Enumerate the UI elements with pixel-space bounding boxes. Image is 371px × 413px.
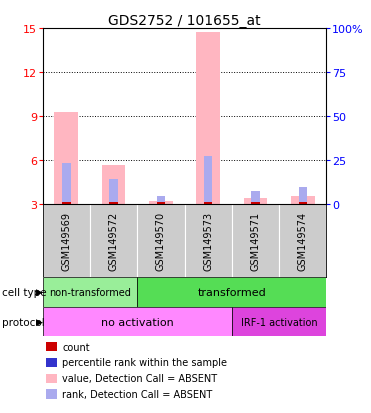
Text: non-transformed: non-transformed [49,287,131,297]
Text: GSM149570: GSM149570 [156,211,166,271]
Text: protocol: protocol [2,317,45,327]
Text: GSM149571: GSM149571 [250,211,260,271]
Bar [109,203,118,205]
Text: GSM149574: GSM149574 [298,211,308,271]
Text: count: count [62,342,90,352]
Bar [109,180,118,205]
Bar [196,33,220,205]
Bar [291,196,315,205]
Bar [62,164,70,205]
Text: GSM149569: GSM149569 [61,211,71,271]
Bar [251,192,260,205]
Text: no activation: no activation [101,317,174,327]
Text: value, Detection Call = ABSENT: value, Detection Call = ABSENT [62,373,217,383]
Text: GSM149573: GSM149573 [203,211,213,271]
Bar [149,202,173,205]
Bar [102,165,125,205]
Text: transformed: transformed [197,287,266,297]
Text: ▶: ▶ [36,287,43,297]
Bar [62,203,70,205]
Bar [157,203,165,205]
Bar [185,205,232,277]
Bar [204,203,213,205]
Bar [299,187,307,205]
Bar [299,203,307,205]
Bar [232,205,279,277]
Title: GDS2752 / 101655_at: GDS2752 / 101655_at [108,14,261,28]
Bar [137,205,185,277]
Text: cell type: cell type [2,287,46,297]
Bar [279,205,326,277]
Bar [43,277,137,307]
Bar [43,307,232,337]
Bar [204,157,213,205]
Bar [55,112,78,205]
Bar [232,307,326,337]
Text: IRF-1 activation: IRF-1 activation [241,317,318,327]
Text: GSM149572: GSM149572 [109,211,119,271]
Bar [137,277,326,307]
Bar [43,205,90,277]
Bar [251,203,260,205]
Bar [90,205,137,277]
Bar [244,199,267,205]
Text: rank, Detection Call = ABSENT: rank, Detection Call = ABSENT [62,389,213,399]
Text: ▶: ▶ [36,317,43,326]
Text: percentile rank within the sample: percentile rank within the sample [62,358,227,368]
Bar [157,197,165,205]
